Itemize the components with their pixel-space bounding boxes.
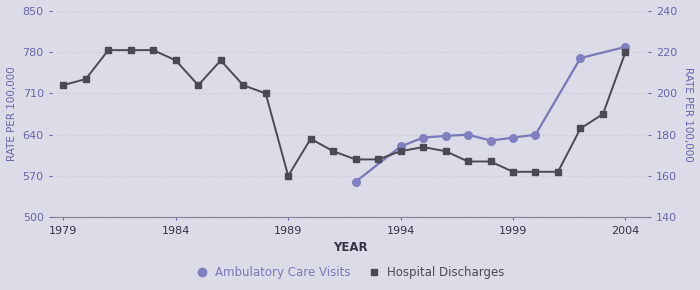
Y-axis label: RATE PER 100,000: RATE PER 100,000 <box>683 67 693 162</box>
Y-axis label: RATE PER 100,000: RATE PER 100,000 <box>7 67 17 162</box>
Legend: Ambulatory Care Visits, Hospital Discharges: Ambulatory Care Visits, Hospital Dischar… <box>191 262 509 284</box>
X-axis label: YEAR: YEAR <box>332 241 368 254</box>
